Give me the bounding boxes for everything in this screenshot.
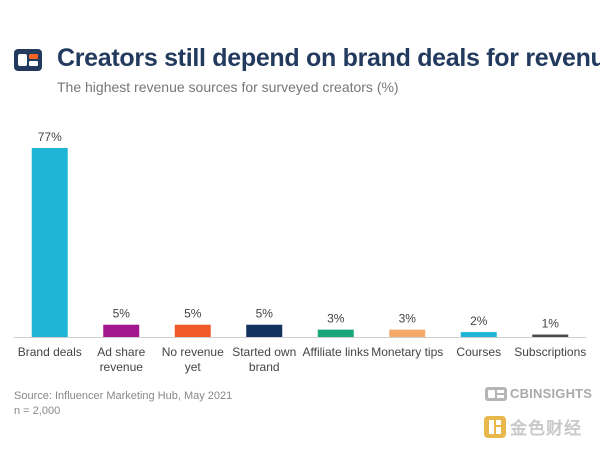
bar: [31, 148, 68, 337]
watermark-text: 金色财经: [510, 419, 582, 438]
category-label: Ad share: [97, 345, 145, 359]
bar: [532, 334, 569, 337]
cb-insights-brand: CBINSIGHTS: [485, 386, 592, 401]
chart-title: Creators still depend on brand deals for…: [57, 44, 600, 72]
category-label: Affiliate links: [303, 345, 369, 359]
category-label: yet: [185, 360, 202, 374]
bar-value-label: 2%: [470, 314, 488, 328]
bar: [389, 329, 426, 337]
bar-value-label: 3%: [399, 312, 417, 326]
bar-value-label: 5%: [113, 307, 131, 321]
category-label: Started own: [232, 345, 296, 359]
cb-insights-wordmark: CBINSIGHTS: [510, 386, 593, 401]
source-note: Source: Influencer Marketing Hub, May 20…: [14, 390, 233, 402]
cb-insights-mark-icon: [485, 386, 507, 401]
bar-value-label: 77%: [38, 130, 62, 144]
category-label: Subscriptions: [514, 345, 586, 359]
watermark-logo-icon: [484, 415, 506, 438]
bar-value-label: 5%: [256, 307, 274, 321]
bar: [174, 324, 211, 337]
category-label: Brand deals: [18, 345, 82, 359]
chart-subtitle: The highest revenue sources for surveyed…: [57, 79, 399, 95]
watermark: 金色财经: [484, 414, 582, 439]
bar-value-label: 3%: [327, 312, 345, 326]
category-label: Monetary tips: [371, 345, 443, 359]
sample-size-note: n = 2,000: [14, 405, 61, 417]
category-label: Courses: [456, 345, 501, 359]
bar: [317, 329, 354, 337]
category-label: brand: [249, 360, 280, 374]
bar: [460, 332, 497, 337]
bar-value-label: 1%: [542, 317, 560, 331]
bar-value-label: 5%: [184, 307, 202, 321]
cb-insights-logo-icon: [14, 49, 42, 71]
bar: [103, 324, 140, 337]
category-label: revenue: [100, 360, 144, 374]
category-label: No revenue: [162, 345, 224, 359]
bar: [246, 324, 283, 337]
